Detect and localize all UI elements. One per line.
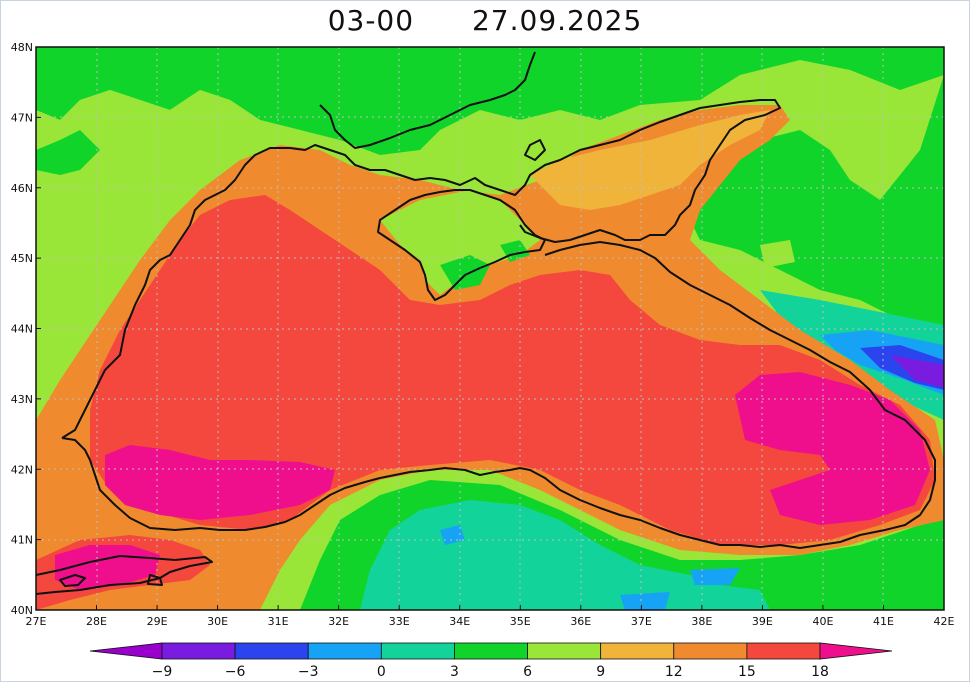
colorbar-label: 18 <box>811 664 829 680</box>
colorbar-label: −3 <box>298 664 319 680</box>
map-title: 03-00 27.09.2025 <box>0 4 970 37</box>
lat-label: 46N <box>11 182 33 195</box>
lon-label: 36E <box>570 615 591 628</box>
lat-label: 47N <box>11 111 33 124</box>
colorbar-labels: −9 −6 −3 0 3 6 9 12 15 18 <box>152 664 829 680</box>
lon-label: 34E <box>449 615 470 628</box>
lon-label: 41E <box>873 615 894 628</box>
colorbar-label: 6 <box>523 664 532 680</box>
lon-label: 39E <box>752 615 773 628</box>
colorbar-segment <box>380 642 455 660</box>
colorbar-max-arrow <box>819 642 893 660</box>
colorbar-segment <box>161 642 236 660</box>
graticule <box>36 47 944 610</box>
longitude-axis: 27E 28E 29E 30E 31E 32E 33E 34E 35E 36E 37E 38E 39E 4… <box>26 605 955 628</box>
colorbar-label: −9 <box>152 664 173 680</box>
colorbar-label: 9 <box>596 664 605 680</box>
colorbar-label: 3 <box>450 664 459 680</box>
title-date: 27.09.2025 <box>471 4 643 37</box>
lon-label: 37E <box>631 615 652 628</box>
lon-label: 35E <box>510 615 531 628</box>
lat-label: 43N <box>11 393 33 406</box>
lon-label: 28E <box>86 615 107 628</box>
lon-label: 38E <box>691 615 712 628</box>
lat-label: 48N <box>11 41 33 54</box>
temperature-field <box>36 47 944 610</box>
colorbar-segment <box>673 642 748 660</box>
colorbar-segment <box>527 642 602 660</box>
colorbar-min-arrow <box>89 642 163 660</box>
lat-label: 45N <box>11 252 33 265</box>
lon-label: 30E <box>207 615 228 628</box>
lon-label: 29E <box>147 615 168 628</box>
title-time: 03-00 <box>327 4 415 37</box>
colorbar-label: 0 <box>377 664 386 680</box>
colorbar-segment <box>746 642 821 660</box>
lat-label: 42N <box>11 463 33 476</box>
colorbar-segment <box>600 642 675 660</box>
colorbar-segment <box>307 642 382 660</box>
colorbar-label: −6 <box>225 664 246 680</box>
latitude-axis: 48N 47N 46N 45N 44N 43N 42N 41N 40N <box>11 41 41 617</box>
lat-label: 40N <box>11 604 33 617</box>
colorbar-label: 15 <box>738 664 756 680</box>
lon-label: 31E <box>268 615 289 628</box>
colorbar-segment <box>454 642 528 660</box>
lon-label: 27E <box>26 615 47 628</box>
coastline <box>36 51 936 595</box>
lat-label: 44N <box>11 323 33 336</box>
lon-label: 32E <box>328 615 349 628</box>
colorbar-label: 12 <box>665 664 683 680</box>
colorbar-segment <box>234 642 309 660</box>
lon-label: 33E <box>389 615 410 628</box>
lon-label: 42E <box>934 615 955 628</box>
colorbar <box>89 642 893 660</box>
lat-label: 41N <box>11 534 33 547</box>
lon-label: 40E <box>812 615 833 628</box>
